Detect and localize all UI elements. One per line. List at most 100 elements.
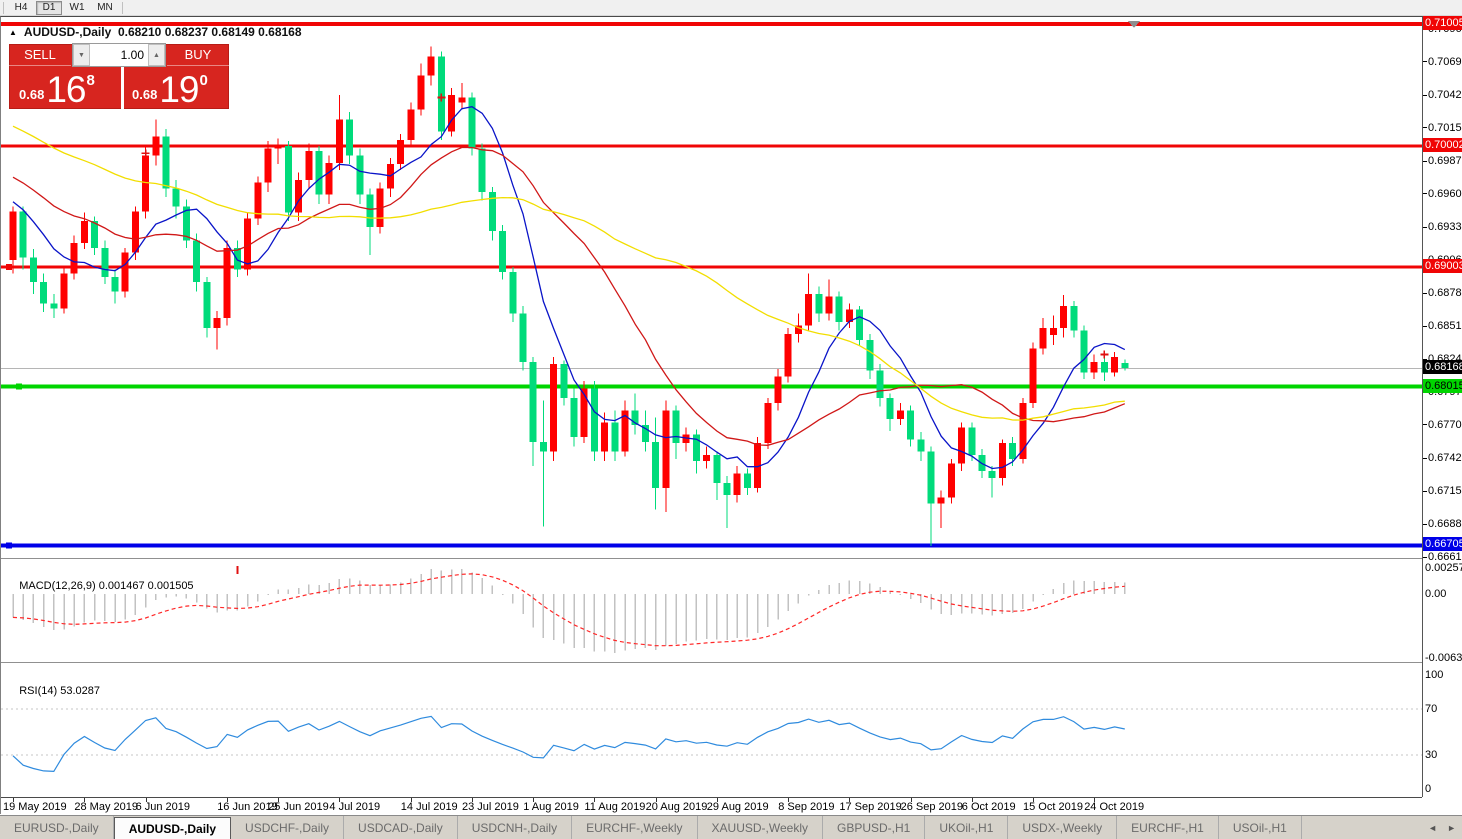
- buy-price-quote[interactable]: 0.68 19 0: [121, 67, 229, 109]
- horizontal-line-0.69003[interactable]: [1, 265, 1422, 269]
- candle-body: [1019, 403, 1027, 459]
- rsi-pane[interactable]: [1, 669, 1422, 797]
- chart-window: ▲ AUDUSD-,Daily 0.68210 0.68237 0.68149 …: [0, 16, 1462, 815]
- macd-histogram-bar: [971, 594, 973, 614]
- candle-body: [641, 424, 649, 442]
- price-tick-label: 0.68785: [1423, 287, 1462, 299]
- chart-tab-usdx-weekly[interactable]: USDX-,Weekly: [1008, 816, 1118, 839]
- tab-scroll-right-icon[interactable]: ►: [1447, 822, 1456, 833]
- chart-tab-xauusd-weekly[interactable]: XAUUSD-,Weekly: [698, 816, 823, 839]
- chart-tab-ukoil-h1[interactable]: UKOil-,H1: [925, 816, 1009, 839]
- horizontal-line-0.68015[interactable]: [1, 384, 1422, 389]
- timeframe-button-w1[interactable]: W1: [69, 2, 85, 13]
- candle-body: [1100, 361, 1108, 373]
- horizontal-line-0.70002[interactable]: [1, 144, 1422, 148]
- timeframe-button-d1[interactable]: D1: [36, 0, 62, 15]
- price-axis-badge-0.66705: 0.66705: [1423, 537, 1462, 552]
- axis-tick-dash: [1423, 457, 1427, 459]
- pane-splitter-rsi[interactable]: [1, 662, 1422, 664]
- candle-body: [499, 230, 507, 273]
- candle-body: [937, 497, 945, 504]
- macd-histogram-bar: [348, 578, 351, 594]
- candle-body: [1121, 363, 1129, 369]
- candle-wick: [991, 466, 993, 498]
- chart-tab-eurchf-weekly[interactable]: EURCHF-,Weekly: [572, 816, 698, 839]
- rsi-axis-label: 0: [1425, 783, 1432, 795]
- timeframe-button-mn[interactable]: MN: [97, 2, 113, 13]
- horizontal-line-0.71005[interactable]: [1, 22, 1422, 27]
- tab-scroll-buttons: ◄ ►: [1428, 816, 1462, 839]
- price-tick-label: 0.69875: [1423, 155, 1462, 167]
- timeframe-button-h4[interactable]: H4: [14, 2, 28, 13]
- chart-tab-usdcad-daily[interactable]: USDCAD-,Daily: [344, 816, 458, 839]
- volume-input[interactable]: [90, 44, 148, 66]
- macd-histogram-bar: [471, 572, 473, 594]
- date-axis-tick: [716, 798, 718, 802]
- candle-body: [815, 293, 823, 314]
- sell-button[interactable]: SELL: [9, 44, 71, 66]
- macd-histogram-bar: [257, 594, 259, 602]
- collapse-panel-icon[interactable]: ▲: [9, 27, 17, 37]
- horizontal-line-0.66705[interactable]: [1, 543, 1422, 548]
- macd-axis-label: -0.006326: [1425, 651, 1462, 664]
- volume-decrease-button[interactable]: ▼: [73, 44, 90, 66]
- candle-body: [448, 95, 456, 132]
- chart-tab-gbpusd-h1[interactable]: GBPUSD-,H1: [823, 816, 926, 839]
- date-axis-tick: [971, 798, 973, 802]
- macd-histogram-bar: [807, 594, 810, 596]
- volume-increase-button[interactable]: ▲: [148, 44, 165, 66]
- macd-histogram-bar: [522, 594, 524, 614]
- macd-histogram-bar: [338, 579, 341, 594]
- chart-tab-usdchf-daily[interactable]: USDCHF-,Daily: [231, 816, 345, 839]
- pane-splitter-macd[interactable]: [1, 558, 1422, 560]
- candle-body: [713, 455, 721, 484]
- candle-body: [295, 179, 303, 213]
- macd-main-value: 0.001467: [98, 580, 145, 592]
- axis-tick-dash: [1423, 226, 1427, 228]
- buy-button[interactable]: BUY: [167, 44, 229, 66]
- line-anchor-handle[interactable]: [16, 383, 22, 390]
- candle-body: [101, 247, 109, 277]
- chart-shift-marker[interactable]: [1128, 21, 1140, 28]
- macd-histogram-bar: [114, 594, 116, 622]
- chart-tab-audusd-daily[interactable]: AUDUSD-,Daily: [113, 817, 232, 839]
- line-anchor-handle[interactable]: [6, 263, 12, 270]
- price-axis[interactable]: 0.709650.706950.704200.701500.698750.696…: [1423, 16, 1462, 797]
- candle-body: [947, 463, 955, 498]
- candle-body: [621, 410, 629, 452]
- chart-tab-eurusd-daily[interactable]: EURUSD-,Daily: [0, 816, 114, 839]
- tab-scroll-left-icon[interactable]: ◄: [1428, 822, 1438, 833]
- buy-price-pip-digit: 0: [199, 72, 208, 89]
- line-anchor-handle[interactable]: [6, 542, 12, 549]
- macd-histogram-bar: [236, 594, 239, 611]
- candle-body: [754, 443, 762, 488]
- chart-tab-usdcnh-daily[interactable]: USDCNH-,Daily: [458, 816, 573, 839]
- candle-body: [488, 192, 496, 231]
- candle-body: [254, 182, 262, 219]
- macd-histogram-bar: [104, 594, 106, 622]
- macd-histogram-bar: [1001, 594, 1004, 614]
- candle-body: [794, 325, 802, 334]
- date-axis-tick: [410, 798, 412, 802]
- rsi-value: 53.0287: [60, 685, 100, 697]
- candle-body: [427, 56, 435, 76]
- candle-body: [519, 313, 527, 362]
- candle-body: [845, 309, 853, 322]
- candle-body: [784, 333, 792, 377]
- macd-pane[interactable]: [1, 566, 1422, 661]
- macd-histogram-bar: [512, 594, 514, 604]
- price-axis-badge-0.69003: 0.69003: [1423, 258, 1462, 273]
- macd-histogram-bar: [1093, 581, 1095, 594]
- trade-cross-marker: [1100, 350, 1109, 359]
- sell-price-quote[interactable]: 0.68 16 8: [9, 67, 117, 109]
- candle-body: [550, 364, 558, 452]
- macd-axis-label: 0.002574: [1425, 562, 1462, 574]
- date-axis[interactable]: 19 May 2019 28 May 2019 6 Jun 2019 16 Jun 2…: [1, 797, 1422, 815]
- price-chart-pane[interactable]: [1, 17, 1422, 558]
- candle-wick: [277, 138, 279, 165]
- macd-signal-line: [12, 573, 1125, 647]
- chart-tab-usoil-h1[interactable]: USOil-,H1: [1219, 816, 1302, 839]
- candle-body: [743, 473, 751, 488]
- macd-histogram-bar: [685, 594, 687, 642]
- chart-tab-eurchf-h1[interactable]: EURCHF-,H1: [1117, 816, 1219, 839]
